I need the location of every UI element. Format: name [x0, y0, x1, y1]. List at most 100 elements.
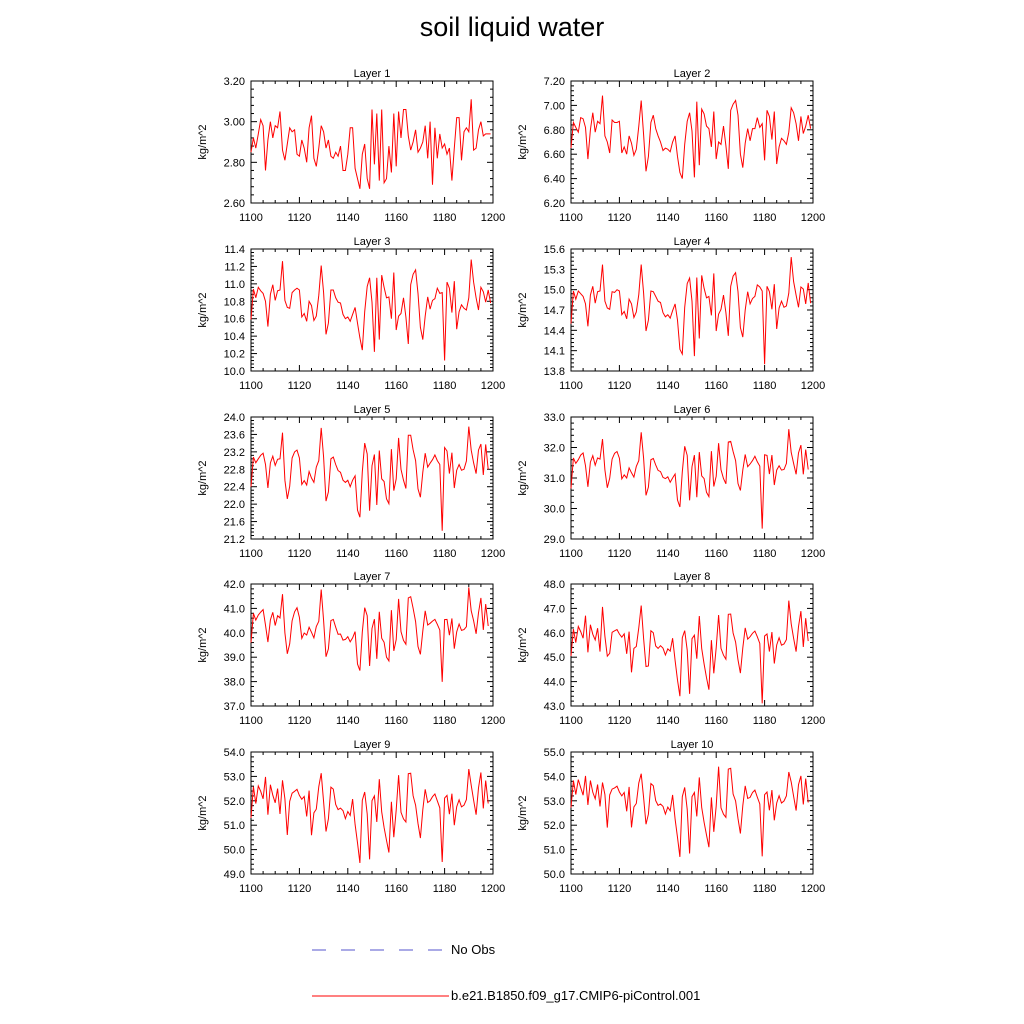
plot-frame	[250, 751, 494, 875]
panel-title: Layer 9	[354, 739, 391, 751]
plot-frame	[250, 583, 494, 707]
x-tick-label: 1100	[239, 715, 263, 727]
panel-layer-3: Layer 3 kg/m^2 10.0 10.2 10.4 10.6 10.8 11.0 11.…	[197, 236, 505, 392]
y-axis-label: kg/m^2	[197, 292, 209, 327]
series-line-model	[570, 600, 809, 704]
x-tick-label: 1120	[288, 883, 312, 895]
x-tick-label: 1140	[656, 715, 680, 727]
plot-frame	[570, 416, 814, 540]
y-tick-label: 45.0	[544, 652, 565, 664]
x-tick-label: 1120	[288, 380, 312, 392]
y-axis-label: kg/m^2	[197, 627, 209, 662]
y-tick-label: 42.0	[224, 579, 245, 591]
series-line-model	[250, 587, 489, 682]
y-axis-label: kg/m^2	[197, 124, 209, 159]
panel-layer-6: Layer 6 kg/m^2 29.0 30.0 31.0 32.0 33.0 1100 112…	[517, 404, 825, 560]
x-tick-label: 1160	[384, 883, 408, 895]
y-tick-label: 7.20	[544, 76, 565, 88]
x-tick-label: 1200	[481, 212, 505, 224]
x-tick-label: 1180	[753, 715, 777, 727]
y-tick-label: 6.40	[544, 174, 565, 186]
y-tick-label: 22.4	[224, 482, 245, 494]
series-line-model	[250, 426, 489, 531]
x-tick-label: 1200	[801, 883, 825, 895]
panel-layer-4: Layer 4 kg/m^2 13.8 14.1 14.4 14.7 15.0 15.3 15.…	[517, 236, 825, 392]
y-tick-label: 43.0	[544, 701, 565, 713]
y-tick-label: 14.7	[544, 305, 565, 317]
series-line-model	[570, 257, 812, 365]
series-line-model	[250, 769, 489, 864]
x-tick-label: 1160	[704, 548, 728, 560]
y-tick-label: 10.4	[224, 331, 245, 343]
panel-layer-9: Layer 9 kg/m^2 49.0 50.0 51.0 52.0 53.0 54.0 110…	[197, 739, 505, 895]
x-tick-label: 1100	[559, 380, 583, 392]
panel-layer-10: Layer 10 kg/m^2 50.0 51.0 52.0 53.0 54.0 55.0 11…	[517, 739, 825, 895]
x-tick-label: 1120	[608, 715, 632, 727]
y-tick-label: 15.6	[544, 244, 565, 256]
series-line-model	[250, 99, 491, 189]
y-tick-label: 21.2	[224, 534, 245, 546]
x-tick-label: 1140	[656, 883, 680, 895]
x-tick-label: 1200	[801, 212, 825, 224]
series-line-model	[570, 766, 809, 857]
y-tick-label: 30.0	[544, 504, 565, 516]
y-tick-label: 2.80	[224, 157, 245, 169]
x-tick-label: 1140	[656, 212, 680, 224]
y-tick-label: 47.0	[544, 603, 565, 615]
x-tick-label: 1140	[656, 380, 680, 392]
panel-layer-7: Layer 7 kg/m^2 37.0 38.0 39.0 40.0 41.0 42.0 110…	[197, 571, 505, 727]
y-tick-label: 40.0	[224, 628, 245, 640]
panel-title: Layer 8	[674, 571, 711, 583]
y-axis-label: kg/m^2	[197, 795, 209, 830]
figure-title: soil liquid water	[419, 12, 605, 42]
panel-title: Layer 5	[354, 404, 391, 416]
y-tick-label: 37.0	[224, 701, 245, 713]
y-tick-label: 6.80	[544, 125, 565, 137]
x-tick-label: 1140	[336, 715, 360, 727]
x-tick-label: 1180	[433, 380, 457, 392]
y-tick-label: 54.0	[544, 771, 565, 783]
y-axis-label: kg/m^2	[517, 292, 529, 327]
x-tick-label: 1120	[288, 715, 312, 727]
y-tick-label: 41.0	[224, 603, 245, 615]
x-tick-label: 1140	[336, 380, 360, 392]
y-tick-label: 52.0	[224, 796, 245, 808]
panel-title: Layer 7	[354, 571, 391, 583]
y-axis-label: kg/m^2	[517, 627, 529, 662]
y-tick-label: 22.8	[224, 464, 245, 476]
y-tick-label: 6.20	[544, 198, 565, 210]
y-tick-label: 3.20	[224, 76, 245, 88]
y-tick-label: 15.3	[544, 264, 565, 276]
y-tick-label: 6.60	[544, 149, 565, 161]
y-tick-label: 14.4	[544, 325, 565, 337]
y-tick-label: 13.8	[544, 366, 565, 378]
x-tick-label: 1200	[481, 883, 505, 895]
x-tick-label: 1120	[608, 212, 632, 224]
y-tick-label: 33.0	[544, 412, 565, 424]
y-tick-label: 23.6	[224, 429, 245, 441]
y-tick-label: 46.0	[544, 628, 565, 640]
y-tick-label: 39.0	[224, 652, 245, 664]
y-axis-label: kg/m^2	[517, 460, 529, 495]
x-tick-label: 1180	[753, 548, 777, 560]
x-tick-label: 1180	[753, 212, 777, 224]
panel-layer-5: Layer 5 kg/m^2 21.2 21.6 22.0 22.4 22.8 23.2 23.…	[197, 404, 505, 560]
x-tick-label: 1180	[433, 548, 457, 560]
y-tick-label: 48.0	[544, 579, 565, 591]
x-tick-label: 1100	[239, 548, 263, 560]
y-tick-label: 11.4	[224, 244, 245, 256]
x-tick-label: 1100	[559, 715, 583, 727]
panel-layer-1: Layer 1 kg/m^2 2.60 2.80 3.00 3.20 1100 1120 114…	[197, 68, 505, 224]
x-tick-label: 1160	[704, 715, 728, 727]
x-tick-label: 1160	[384, 212, 408, 224]
y-tick-label: 49.0	[224, 869, 245, 881]
x-tick-label: 1140	[336, 548, 360, 560]
x-tick-label: 1200	[481, 548, 505, 560]
y-tick-label: 2.60	[224, 198, 245, 210]
x-tick-label: 1100	[559, 548, 583, 560]
panel-layer-8: Layer 8 kg/m^2 43.0 44.0 45.0 46.0 47.0 48.0 110…	[517, 571, 825, 727]
x-tick-label: 1120	[608, 380, 632, 392]
y-tick-label: 7.00	[544, 100, 565, 112]
series-line-model	[570, 429, 809, 529]
